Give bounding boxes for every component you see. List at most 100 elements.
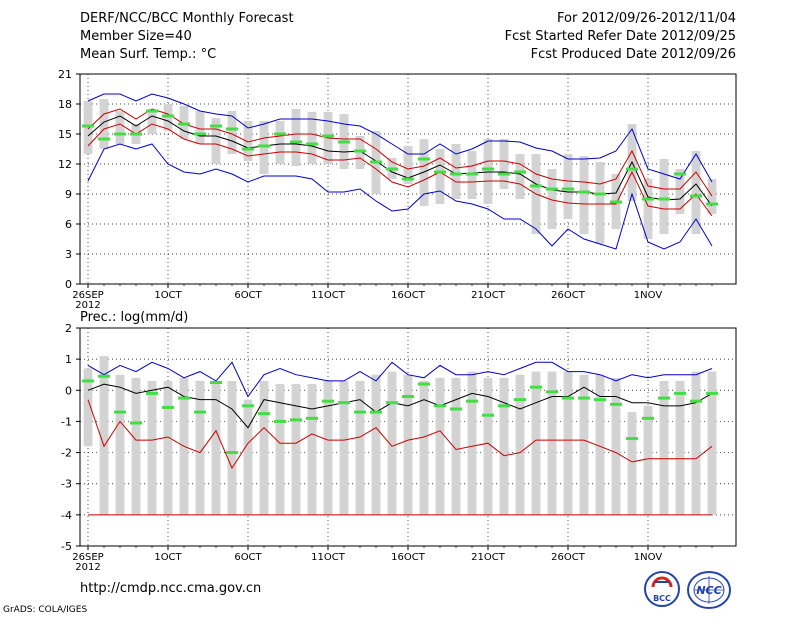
median-mark bbox=[274, 419, 286, 423]
forecast-period: For 2012/09/26-2012/11/04 bbox=[557, 11, 736, 26]
median-mark bbox=[162, 405, 174, 409]
series-line-ensemble-min bbox=[87, 143, 713, 250]
member-range-box bbox=[451, 144, 461, 199]
y-tick-label: 9 bbox=[65, 188, 72, 201]
median-mark bbox=[434, 170, 446, 174]
member-range-box bbox=[323, 380, 333, 515]
median-mark bbox=[386, 401, 398, 405]
series-line-ensemble-mean bbox=[87, 383, 713, 429]
grads-credit: GrADS: COLA/IGES bbox=[3, 605, 88, 615]
median-mark bbox=[514, 170, 526, 174]
y-tick-label: -1 bbox=[61, 415, 72, 428]
precip-variable-label: Prec.: log(mm/d) bbox=[80, 310, 189, 325]
median-mark bbox=[530, 184, 542, 188]
member-range-box bbox=[307, 112, 317, 164]
member-range-box bbox=[403, 374, 413, 515]
median-mark bbox=[658, 197, 670, 201]
median-mark bbox=[674, 391, 686, 395]
median-mark bbox=[370, 160, 382, 164]
member-range-box bbox=[387, 371, 397, 515]
series-line-ensemble-min-red- bbox=[87, 399, 713, 470]
median-mark bbox=[706, 202, 718, 206]
median-mark bbox=[450, 172, 462, 176]
member-range-box bbox=[163, 380, 173, 515]
y-tick-label: 15 bbox=[58, 128, 72, 141]
member-range-box bbox=[227, 380, 237, 515]
member-range-box bbox=[451, 377, 461, 515]
member-range-box bbox=[339, 380, 349, 515]
median-mark bbox=[546, 187, 558, 191]
median-mark bbox=[290, 140, 302, 144]
median-mark bbox=[146, 391, 158, 395]
median-mark bbox=[370, 410, 382, 414]
median-mark bbox=[178, 396, 190, 400]
ncc-logo: NCC bbox=[686, 570, 732, 610]
member-range-box bbox=[675, 380, 685, 515]
median-mark bbox=[338, 401, 350, 405]
x-tick-label: 11OCT bbox=[311, 552, 346, 563]
y-tick-label: -4 bbox=[61, 509, 72, 522]
member-range-box bbox=[435, 149, 445, 204]
median-mark bbox=[114, 410, 126, 414]
median-mark bbox=[146, 109, 158, 113]
member-range-box bbox=[515, 154, 525, 199]
member-range-box bbox=[115, 374, 125, 515]
member-range-box bbox=[627, 412, 637, 515]
median-mark bbox=[354, 149, 366, 153]
series-line-ensemble-max bbox=[87, 361, 713, 398]
median-mark bbox=[402, 177, 414, 181]
median-mark bbox=[466, 172, 478, 176]
member-range-box bbox=[195, 380, 205, 515]
member-range-box bbox=[579, 374, 589, 515]
median-mark bbox=[338, 140, 350, 144]
y-tick-label: 18 bbox=[58, 98, 72, 111]
member-range-box bbox=[259, 380, 269, 515]
median-mark bbox=[578, 396, 590, 400]
y-tick-label: 6 bbox=[65, 218, 72, 231]
median-mark bbox=[210, 124, 222, 128]
member-range-box bbox=[579, 156, 589, 234]
median-mark bbox=[498, 172, 510, 176]
member-range-box bbox=[291, 109, 301, 166]
member-range-box bbox=[467, 371, 477, 515]
x-tick-label: 16OCT bbox=[391, 290, 426, 301]
member-range-box bbox=[211, 118, 221, 164]
y-tick-label: 21 bbox=[58, 68, 72, 81]
member-range-box bbox=[611, 377, 621, 515]
median-mark bbox=[674, 172, 686, 176]
median-mark bbox=[578, 190, 590, 194]
x-tick-label: 1NOV bbox=[634, 552, 663, 563]
median-mark bbox=[242, 404, 254, 408]
y-tick-label: 0 bbox=[65, 384, 72, 397]
median-mark bbox=[594, 398, 606, 402]
member-range-box bbox=[275, 384, 285, 515]
median-mark bbox=[610, 402, 622, 406]
x-tick-label: 21OCT bbox=[471, 290, 506, 301]
member-range-box bbox=[435, 377, 445, 515]
member-range-box bbox=[563, 371, 573, 515]
median-mark bbox=[226, 127, 238, 131]
median-mark bbox=[322, 134, 334, 138]
y-tick-label: 2 bbox=[65, 322, 72, 335]
y-tick-label: -2 bbox=[61, 447, 72, 460]
series-line-ensemble-max bbox=[87, 93, 713, 183]
fcst-started-date: Fcst Started Refer Date 2012/09/25 bbox=[504, 29, 736, 44]
median-mark bbox=[226, 451, 238, 455]
member-range-box bbox=[691, 371, 701, 515]
median-mark bbox=[98, 137, 110, 141]
x-tick-label: 16OCT bbox=[391, 552, 426, 563]
median-mark bbox=[194, 132, 206, 136]
figure-title: DERF/NCC/BCC Monthly Forecast bbox=[80, 11, 294, 26]
member-range-box bbox=[483, 377, 493, 515]
median-mark bbox=[418, 157, 430, 161]
median-mark bbox=[514, 398, 526, 402]
member-range-box bbox=[595, 162, 605, 244]
median-mark bbox=[434, 404, 446, 408]
median-mark bbox=[562, 187, 574, 191]
median-mark bbox=[642, 416, 654, 420]
source-url[interactable]: http://cmdp.ncc.cma.gov.cn bbox=[80, 581, 262, 596]
x-tick-label: 6OCT bbox=[234, 552, 262, 563]
member-range-box bbox=[195, 111, 205, 144]
ncc-logo-text: NCC bbox=[696, 584, 721, 597]
median-mark bbox=[82, 379, 94, 383]
